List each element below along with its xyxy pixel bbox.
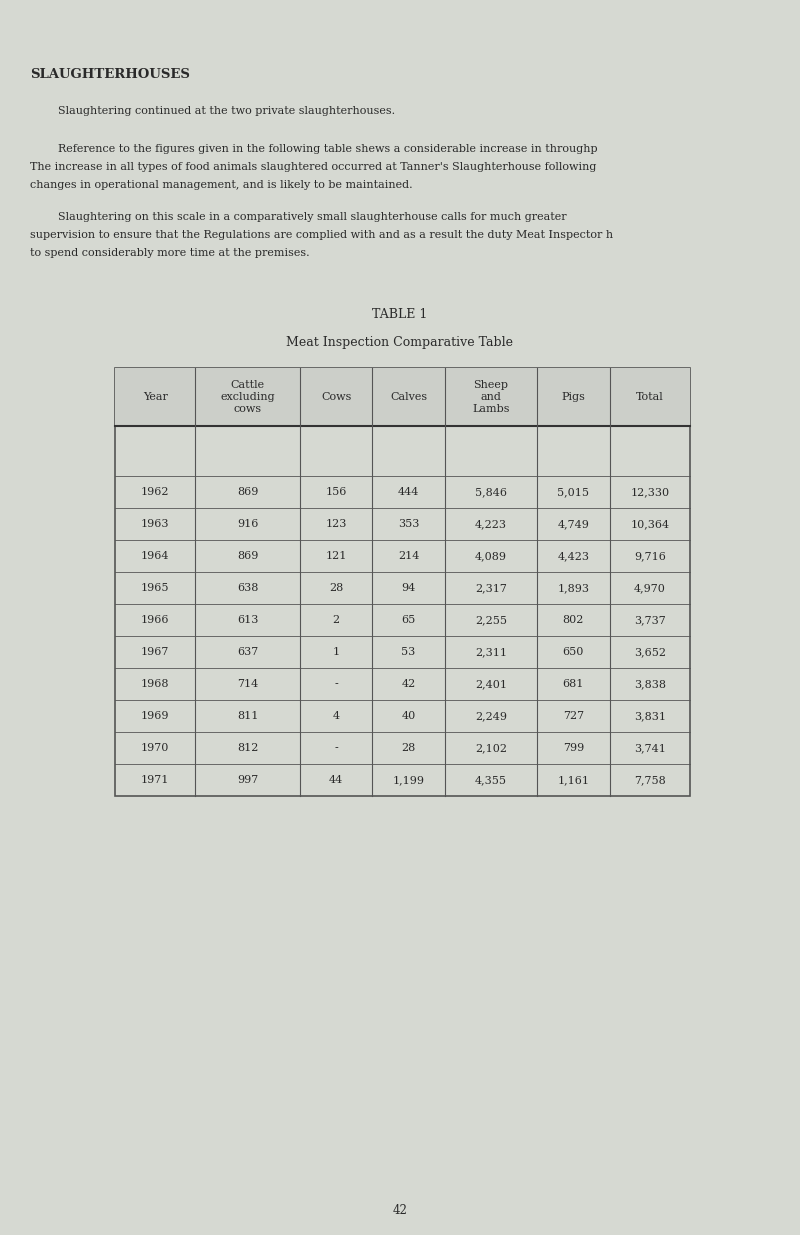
Text: 40: 40 — [402, 711, 416, 721]
Text: to spend considerably more time at the premises.: to spend considerably more time at the p… — [30, 248, 310, 258]
Text: 156: 156 — [326, 487, 347, 496]
Text: 650: 650 — [562, 647, 584, 657]
Text: 4,223: 4,223 — [475, 519, 507, 529]
Text: 1966: 1966 — [141, 615, 170, 625]
Text: 2,401: 2,401 — [475, 679, 507, 689]
Text: 1964: 1964 — [141, 551, 170, 561]
Text: 1968: 1968 — [141, 679, 170, 689]
Text: 4,089: 4,089 — [475, 551, 507, 561]
Bar — [115, 368, 690, 797]
Text: 1970: 1970 — [141, 743, 170, 753]
Text: 2,249: 2,249 — [475, 711, 507, 721]
Text: 1,199: 1,199 — [393, 776, 425, 785]
Text: 12,330: 12,330 — [630, 487, 670, 496]
Text: 812: 812 — [237, 743, 258, 753]
Text: 28: 28 — [402, 743, 416, 753]
Text: 1: 1 — [333, 647, 340, 657]
Text: 1,893: 1,893 — [558, 583, 590, 593]
Text: 5,015: 5,015 — [558, 487, 590, 496]
Text: 916: 916 — [237, 519, 258, 529]
Text: changes in operational management, and is likely to be maintained.: changes in operational management, and i… — [30, 180, 413, 190]
Text: 1962: 1962 — [141, 487, 170, 496]
Text: 2,255: 2,255 — [475, 615, 507, 625]
Text: Total: Total — [636, 391, 664, 403]
Bar — [115, 368, 690, 426]
Text: 353: 353 — [398, 519, 419, 529]
Text: 802: 802 — [562, 615, 584, 625]
Text: 3,741: 3,741 — [634, 743, 666, 753]
Text: 2: 2 — [333, 615, 340, 625]
Text: 997: 997 — [237, 776, 258, 785]
Text: 5,846: 5,846 — [475, 487, 507, 496]
Text: 42: 42 — [393, 1203, 407, 1216]
Text: 7,758: 7,758 — [634, 776, 666, 785]
Text: 10,364: 10,364 — [630, 519, 670, 529]
Text: Sheep
and
Lambs: Sheep and Lambs — [472, 379, 510, 415]
Text: 4,355: 4,355 — [475, 776, 507, 785]
Text: 444: 444 — [398, 487, 419, 496]
Text: Pigs: Pigs — [562, 391, 586, 403]
Text: Slaughtering on this scale in a comparatively small slaughterhouse calls for muc: Slaughtering on this scale in a comparat… — [30, 212, 566, 222]
Text: Cows: Cows — [321, 391, 351, 403]
Text: 638: 638 — [237, 583, 258, 593]
Text: 9,716: 9,716 — [634, 551, 666, 561]
Text: 869: 869 — [237, 487, 258, 496]
Text: 2,102: 2,102 — [475, 743, 507, 753]
Text: 637: 637 — [237, 647, 258, 657]
Text: 2,311: 2,311 — [475, 647, 507, 657]
Text: 613: 613 — [237, 615, 258, 625]
Text: Slaughtering continued at the two private slaughterhouses.: Slaughtering continued at the two privat… — [30, 106, 395, 116]
Text: 65: 65 — [402, 615, 416, 625]
Text: 1971: 1971 — [141, 776, 170, 785]
Text: 53: 53 — [402, 647, 416, 657]
Text: Cattle
excluding
cows: Cattle excluding cows — [220, 379, 275, 415]
Text: 44: 44 — [329, 776, 343, 785]
Text: 1,161: 1,161 — [558, 776, 590, 785]
Text: 123: 123 — [326, 519, 347, 529]
Text: Meat Inspection Comparative Table: Meat Inspection Comparative Table — [286, 336, 514, 350]
Text: SLAUGHTERHOUSES: SLAUGHTERHOUSES — [30, 68, 190, 82]
Text: 1969: 1969 — [141, 711, 170, 721]
Text: 1963: 1963 — [141, 519, 170, 529]
Text: The increase in all types of food animals slaughtered occurred at Tanner's Slaug: The increase in all types of food animal… — [30, 162, 596, 172]
Text: 799: 799 — [562, 743, 584, 753]
Text: -: - — [334, 743, 338, 753]
Text: 4: 4 — [333, 711, 340, 721]
Text: 869: 869 — [237, 551, 258, 561]
Text: -: - — [334, 679, 338, 689]
Text: 1965: 1965 — [141, 583, 170, 593]
Text: Reference to the figures given in the following table shews a considerable incre: Reference to the figures given in the fo… — [30, 144, 598, 154]
Text: 681: 681 — [562, 679, 584, 689]
Text: 121: 121 — [326, 551, 347, 561]
Text: 42: 42 — [402, 679, 416, 689]
Text: 3,737: 3,737 — [634, 615, 666, 625]
Text: 727: 727 — [563, 711, 584, 721]
Text: 4,749: 4,749 — [558, 519, 590, 529]
Text: Calves: Calves — [390, 391, 427, 403]
Text: TABLE 1: TABLE 1 — [372, 308, 428, 321]
Text: 28: 28 — [329, 583, 343, 593]
Text: 4,970: 4,970 — [634, 583, 666, 593]
Text: 3,652: 3,652 — [634, 647, 666, 657]
Text: 1967: 1967 — [141, 647, 170, 657]
Text: 2,317: 2,317 — [475, 583, 507, 593]
Text: 94: 94 — [402, 583, 416, 593]
Text: 214: 214 — [398, 551, 419, 561]
Text: 3,838: 3,838 — [634, 679, 666, 689]
Text: Year: Year — [142, 391, 168, 403]
Text: 714: 714 — [237, 679, 258, 689]
Text: 811: 811 — [237, 711, 258, 721]
Text: 3,831: 3,831 — [634, 711, 666, 721]
Text: supervision to ensure that the Regulations are complied with and as a result the: supervision to ensure that the Regulatio… — [30, 230, 613, 240]
Text: 4,423: 4,423 — [558, 551, 590, 561]
